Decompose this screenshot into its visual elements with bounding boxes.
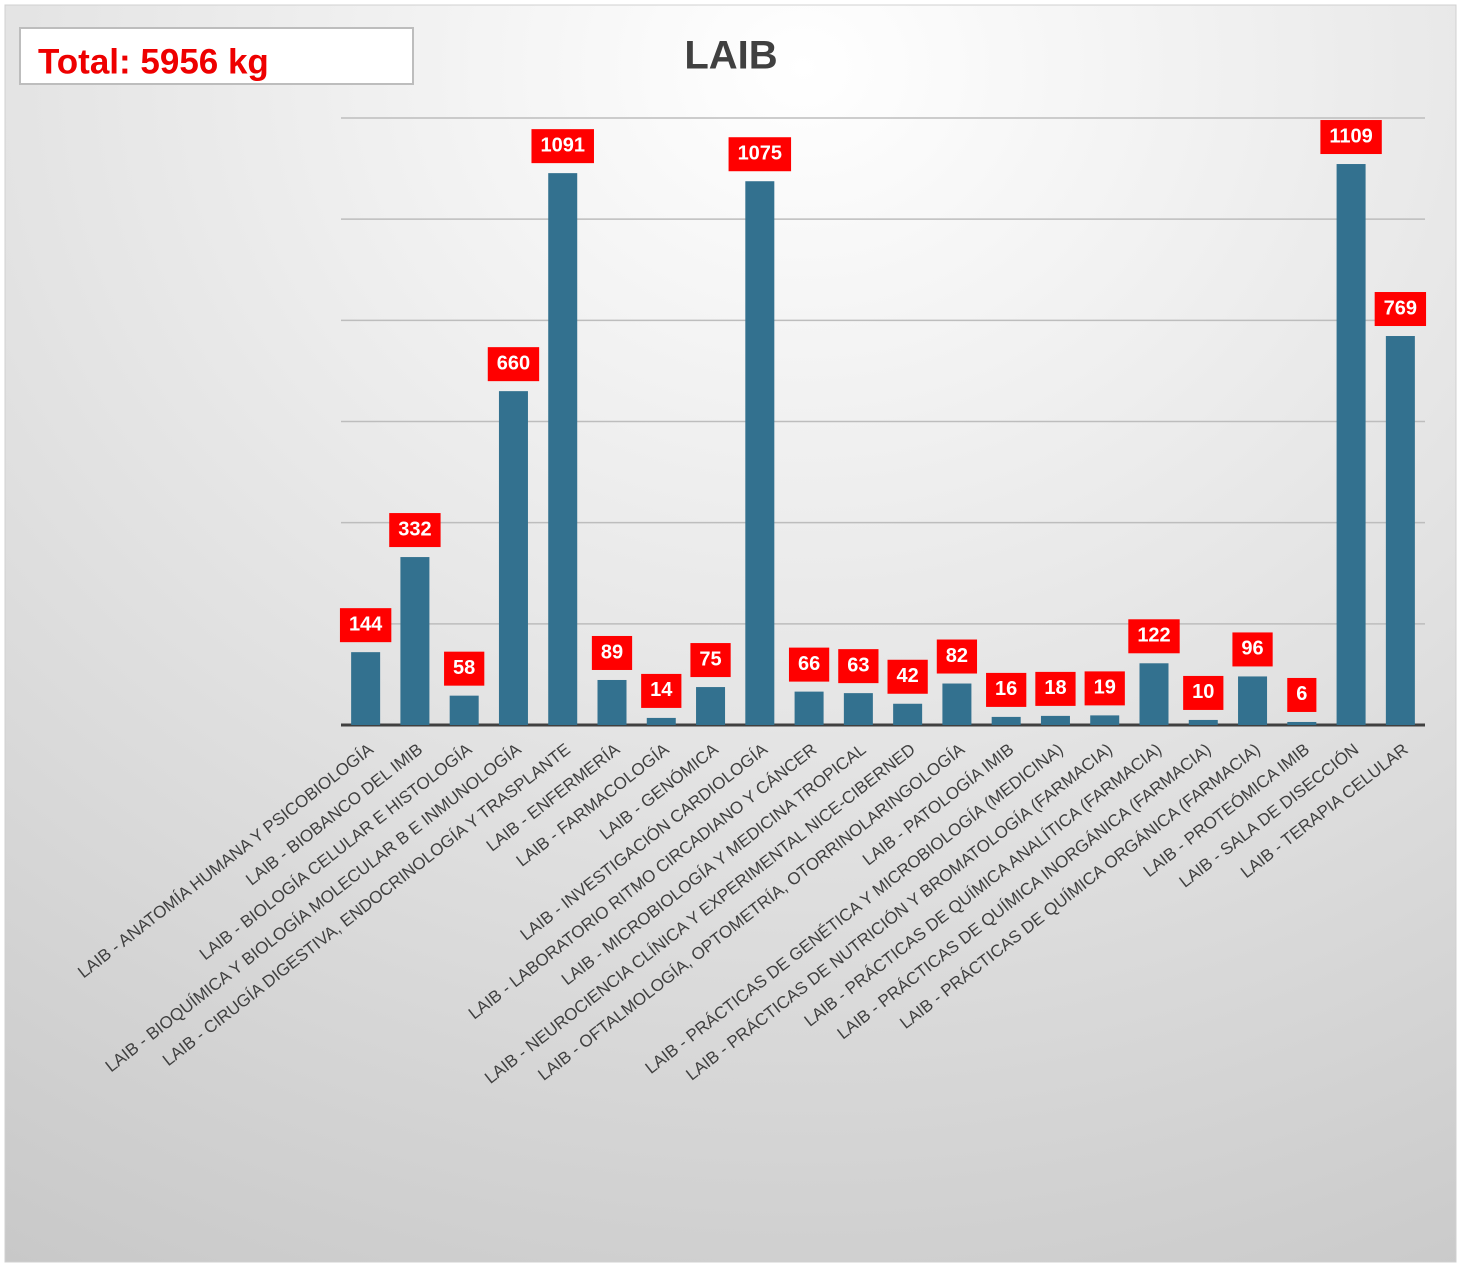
data-label: 63: [847, 654, 869, 676]
data-label: 6: [1296, 683, 1307, 705]
data-label: 58: [453, 657, 475, 679]
bar: [597, 679, 627, 725]
data-label: 16: [995, 678, 1017, 700]
data-label-box: [641, 673, 682, 708]
data-label: 660: [497, 352, 530, 374]
bar: [1287, 721, 1317, 725]
data-label-box: [936, 639, 978, 674]
data-label: 96: [1241, 638, 1263, 660]
data-label-box: [728, 137, 792, 172]
bar: [991, 716, 1021, 725]
data-label-box: [1084, 671, 1125, 706]
data-label: 14: [650, 679, 673, 701]
data-label-box: [531, 129, 594, 164]
data-label: 122: [1137, 625, 1170, 647]
data-label-box: [1287, 677, 1317, 712]
bar: [1188, 719, 1218, 725]
data-label-box: [1183, 675, 1224, 710]
bar: [498, 391, 528, 725]
data-label: 769: [1384, 297, 1417, 319]
data-label-box: [986, 672, 1027, 707]
data-label-box: [487, 347, 540, 382]
data-label-box: [389, 513, 441, 548]
bar: [1139, 663, 1169, 725]
data-label-box: [1320, 120, 1382, 155]
data-label: 10: [1192, 681, 1214, 703]
data-label-box: [1128, 619, 1180, 654]
bar: [843, 693, 873, 725]
data-label: 1109: [1329, 125, 1372, 147]
data-label-box: [1374, 292, 1427, 327]
bar: [893, 703, 923, 725]
data-label: 1091: [540, 134, 585, 156]
chart-title: LAIB: [684, 34, 777, 78]
data-label: 144: [349, 613, 383, 635]
total-box: [19, 27, 414, 85]
bar: [400, 557, 430, 725]
bar: [351, 652, 381, 725]
data-label: 19: [1094, 677, 1116, 699]
bar: [548, 173, 578, 725]
data-label-box: [788, 647, 830, 682]
bar: [942, 683, 972, 725]
data-label-box: [838, 649, 879, 684]
bar: [1040, 715, 1070, 725]
bar: [1238, 676, 1268, 725]
bar: [1385, 336, 1415, 725]
data-label-box: [339, 608, 392, 643]
bar: [794, 691, 824, 725]
bar: [745, 181, 775, 725]
data-label: 82: [946, 645, 968, 667]
data-label: 18: [1044, 677, 1066, 699]
data-label-box: [1035, 671, 1076, 706]
data-label-box: [887, 659, 928, 694]
bar: [696, 687, 726, 725]
data-label: 89: [601, 641, 623, 663]
data-label: 1075: [738, 143, 783, 165]
data-label: 42: [897, 665, 919, 687]
data-label-box: [1232, 632, 1273, 667]
data-label-box: [690, 643, 731, 678]
data-label-box: [591, 635, 633, 670]
bar: [449, 695, 479, 725]
bar: [646, 717, 676, 725]
data-label: 66: [798, 653, 820, 675]
total-label: Total: 5956 kg: [38, 42, 269, 81]
data-label: 75: [699, 648, 721, 670]
data-label-box: [444, 651, 485, 686]
bar: [1336, 164, 1366, 726]
chart-background: [4, 4, 1457, 1263]
bar: [1090, 715, 1120, 725]
data-label: 332: [398, 518, 431, 540]
